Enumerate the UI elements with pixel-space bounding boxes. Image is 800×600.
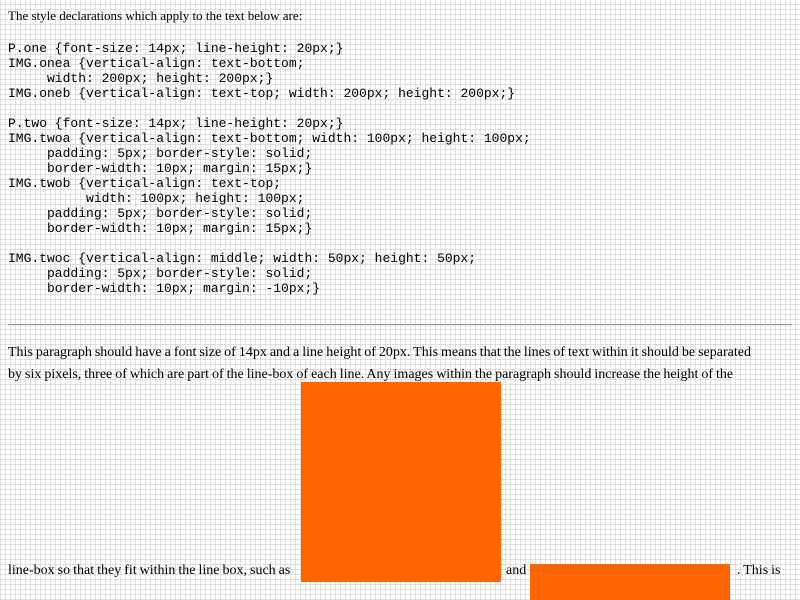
paragraph-line: by six pixels, three of which are part o… <box>8 367 734 382</box>
image-oneb <box>530 564 730 600</box>
image-onea <box>301 382 501 582</box>
horizontal-rule <box>8 324 792 326</box>
paragraph-one: This paragraph should have a font size o… <box>8 342 780 600</box>
word-and: and <box>506 563 527 578</box>
css-rules-code: P.one {font-size: 14px; line-height: 20p… <box>8 41 531 296</box>
paragraph-line-text: line-box so that they fit within the lin… <box>8 563 291 578</box>
paragraph-line: This paragraph should have a font size o… <box>8 345 751 360</box>
word-this-is: . This is <box>737 563 781 578</box>
paragraph-line-last: line-box so that they fit within the lin… <box>8 561 780 581</box>
intro-text: The style declarations which apply to th… <box>8 8 303 23</box>
